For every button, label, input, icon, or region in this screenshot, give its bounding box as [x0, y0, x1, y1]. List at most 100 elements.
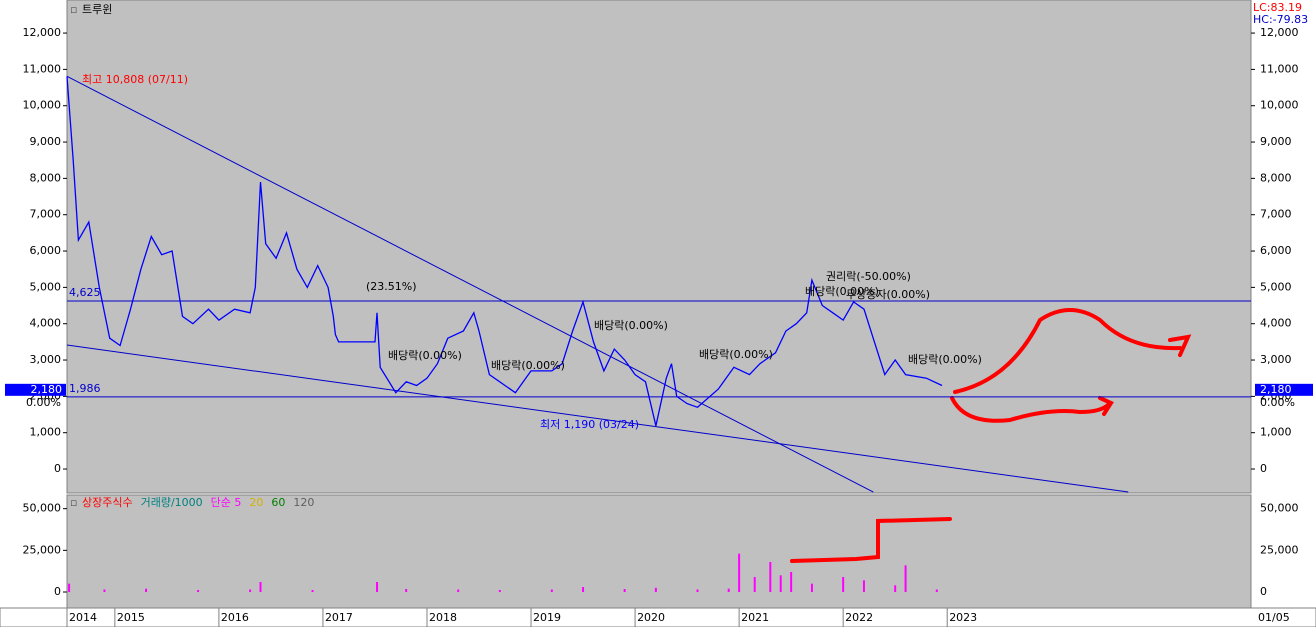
panel-box: ▫ [70, 3, 77, 16]
x-tick-label: 2015 [117, 611, 145, 624]
volume-bar [935, 589, 938, 592]
volume-bar [654, 587, 657, 592]
annotation: 배당락(0.00%) [594, 319, 668, 332]
volume-bar [727, 588, 730, 592]
last-price-label: 2,180 [31, 383, 63, 396]
volume-bar [810, 583, 813, 592]
y-tick-label-right: 9,000 [1260, 135, 1292, 148]
volume-bar [197, 590, 200, 592]
volume-bar [779, 575, 782, 592]
legend-entry: 60 [271, 496, 285, 509]
legend-entry: 거래량/1000 [141, 496, 203, 509]
y-tick-label-right: 25,000 [1260, 543, 1299, 556]
y-tick-label-right: 10,000 [1260, 99, 1299, 112]
annotation: 권리락(-50.00%) [826, 270, 911, 283]
y-tick-label-right: 0 [1260, 462, 1267, 475]
volume-bar [311, 590, 314, 592]
volume-bar [405, 589, 408, 592]
y-tick-label-right: 0 [1260, 585, 1267, 598]
volume-bar [842, 577, 845, 592]
volume-bar [457, 589, 460, 592]
volume-bar [790, 572, 793, 592]
x-tick-label: 2014 [69, 611, 97, 624]
y-tick-label-right: 6,000 [1260, 244, 1292, 257]
volume-bar [862, 580, 865, 592]
x-tick-label: 2017 [325, 611, 353, 624]
x-tick-label: 2022 [845, 611, 873, 624]
volume-bar [904, 565, 907, 592]
annotation: 최저 1,190 (03/24) [540, 418, 639, 431]
volume-panel [66, 494, 1252, 609]
annotation: 최고 10,808 (07/11) [82, 73, 188, 86]
annotation: 배당락(0.00%) [388, 349, 462, 362]
y-tick-label: 3,000 [30, 353, 62, 366]
end-date: 01/05 [1258, 611, 1290, 624]
x-tick-label: 2019 [533, 611, 561, 624]
volume-bar [376, 582, 379, 592]
y-tick-label-right: 4,000 [1260, 317, 1292, 330]
x-axis-row [0, 607, 1316, 627]
y-tick-label: 7,000 [30, 208, 62, 221]
y-tick-label: 4,000 [30, 317, 62, 330]
y-tick-label-right: 11,000 [1260, 62, 1299, 75]
volume-bar [738, 553, 741, 592]
hand-arrow-up [953, 308, 1182, 394]
annotation: 무상증자(0.00%) [846, 288, 930, 301]
y-tick-label: 1,000 [30, 426, 62, 439]
volume-bar [894, 585, 897, 592]
legend-entry: 120 [293, 496, 314, 509]
x-tick-label: 2016 [221, 611, 249, 624]
y-tick-label: 10,000 [23, 99, 62, 112]
y-tick-label-right: 5,000 [1260, 280, 1292, 293]
volume-bar [68, 583, 71, 592]
volume-bar [249, 589, 252, 592]
y-tick-label-right: 50,000 [1260, 502, 1299, 515]
y-tick-label-right: 3,000 [1260, 353, 1292, 366]
x-tick-label: 2020 [637, 611, 665, 624]
legend-entry: 20 [249, 496, 263, 509]
trend-line [66, 344, 1129, 493]
y-tick-label-right: 8,000 [1260, 171, 1292, 184]
lc-label: LC:83.19 [1253, 1, 1302, 14]
y-tick-label: 0 [54, 585, 61, 598]
hand-step-line [790, 517, 952, 563]
volume-bar [696, 589, 699, 592]
x-tick-label: 2018 [429, 611, 457, 624]
hand-drawn-marks [790, 308, 1192, 563]
annotation: 배당락(0.00%) [805, 285, 879, 298]
y-tick-label: 50,000 [23, 502, 62, 515]
h-line-label: 4,625 [69, 286, 101, 299]
volume-bar [498, 590, 501, 592]
volume-bar [769, 562, 772, 592]
y-tick-label: 11,000 [23, 62, 62, 75]
volume-bar [550, 589, 553, 592]
price-panel [66, 0, 1252, 494]
volume-bar [103, 589, 106, 592]
volume-bar [582, 587, 585, 592]
y-tick-label-right: 12,000 [1260, 26, 1299, 39]
h-line-label: 1,986 [69, 382, 101, 395]
annotation: 배당락(0.00%) [908, 353, 982, 366]
last-price-badge [1255, 383, 1313, 396]
x-tick-label: 2021 [741, 611, 769, 624]
price-line [66, 76, 943, 426]
y-tick-label-right: 1,000 [1260, 426, 1292, 439]
panel-box: ▫ [70, 496, 77, 509]
legend-entry: 상장주식수 [82, 496, 133, 509]
y-tick-label: 6,000 [30, 244, 62, 257]
last-price-label: 2,180 [1260, 383, 1292, 396]
annotation: (23.51%) [366, 280, 417, 293]
y-tick-label: 0 [54, 462, 61, 475]
hand-arrowhead [1168, 334, 1192, 357]
y-tick-label: 9,000 [30, 135, 62, 148]
x-tick-label: 2023 [949, 611, 977, 624]
volume-bar [753, 577, 756, 592]
stock-title: 트루윈 [82, 2, 112, 16]
y-tick-label-right: 7,000 [1260, 208, 1292, 221]
hand-arrowhead [1098, 396, 1114, 416]
volume-bar [145, 588, 148, 592]
annotation: 배당락(0.00%) [699, 348, 773, 361]
last-price-badge [5, 383, 66, 396]
